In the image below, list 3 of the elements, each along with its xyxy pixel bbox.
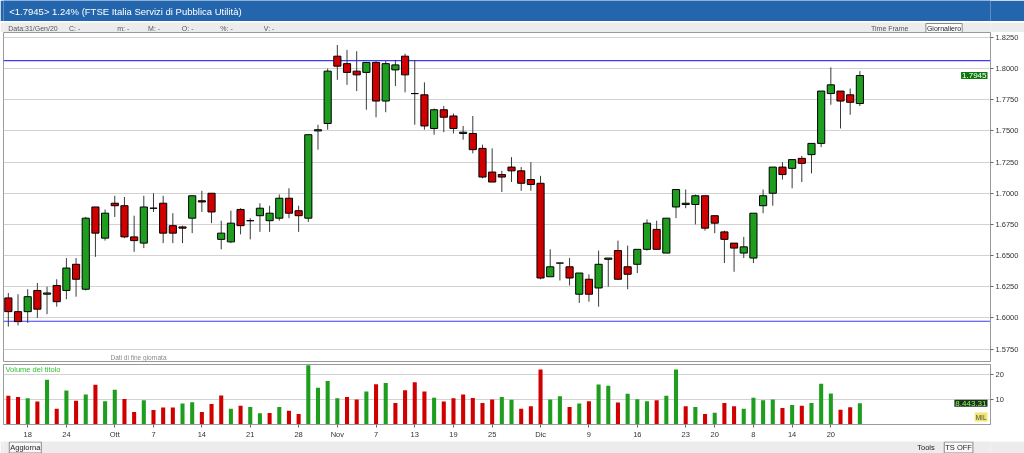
annotation: 8.443.31 (955, 398, 988, 408)
annotation: 1.7945 (962, 70, 988, 80)
chart-title: <1.7945> 1.24% (FTSE Italia Servizi di Pubblica Utilità) (9, 5, 242, 17)
